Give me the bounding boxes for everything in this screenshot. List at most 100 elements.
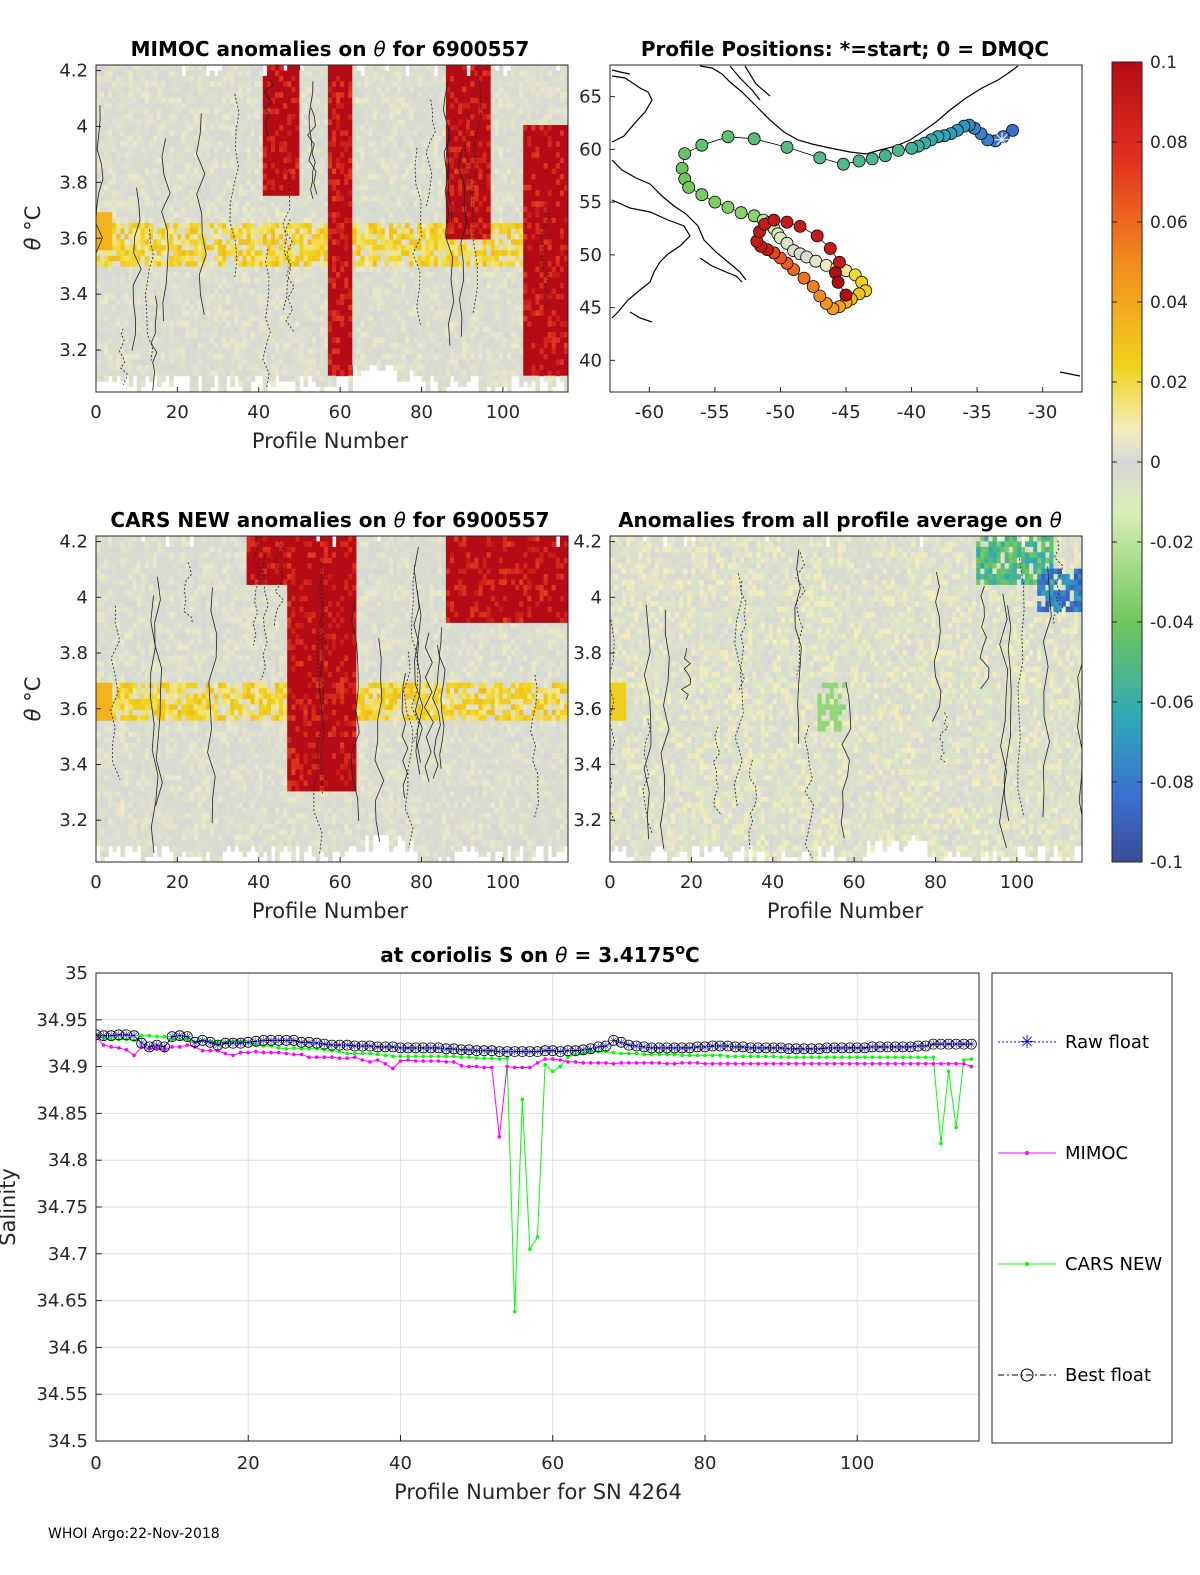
heatmap-cell: [157, 157, 162, 164]
heatmap-cell: [327, 190, 333, 197]
heatmap-cell: [332, 299, 337, 306]
heatmap-cell: [360, 348, 366, 355]
heatmap-cell: [315, 375, 321, 382]
heatmap-cell: [246, 261, 252, 268]
heatmap-cell: [140, 272, 146, 279]
heatmap-cell: [307, 304, 313, 311]
heatmap-cell: [352, 223, 357, 230]
heatmap-cell: [197, 206, 203, 213]
heatmap-cell: [140, 370, 146, 377]
heatmap-cell: [181, 266, 187, 273]
heatmap-cell: [185, 206, 191, 213]
heatmap-cell: [136, 114, 142, 121]
heatmap-cell: [437, 353, 443, 360]
heatmap-cell: [340, 217, 345, 224]
heatmap-cell: [332, 141, 337, 148]
heatmap-cell: [165, 184, 170, 191]
heatmap-cell: [157, 212, 162, 219]
heatmap-cell: [234, 321, 239, 328]
heatmap-cell: [177, 348, 183, 355]
heatmap-cell: [311, 304, 317, 311]
heatmap-cell: [177, 75, 183, 82]
heatmap-cell: [376, 195, 382, 202]
heatmap-cell: [214, 244, 219, 251]
heatmap-cell: [165, 332, 170, 339]
heatmap-cell: [295, 277, 301, 284]
heatmap-cell: [421, 174, 427, 180]
heatmap-cell: [140, 337, 146, 344]
heatmap-cell: [409, 217, 414, 224]
heatmap-cell: [262, 239, 268, 246]
heatmap-cell: [246, 86, 252, 93]
heatmap-cell: [319, 239, 325, 246]
heatmap-cell: [242, 190, 248, 197]
heatmap-cell: [433, 223, 439, 230]
heatmap-cell: [397, 119, 402, 126]
heatmap-cell: [323, 370, 329, 377]
heatmap-cell: [380, 70, 386, 77]
heatmap-cell: [303, 255, 309, 262]
heatmap-cell: [307, 223, 313, 230]
heatmap-cell: [120, 228, 126, 235]
heatmap-cell: [368, 239, 374, 246]
heatmap-cell: [389, 190, 394, 197]
heatmap-cell: [153, 114, 158, 121]
heatmap-cell: [332, 65, 337, 71]
heatmap-cell: [128, 234, 134, 240]
heatmap-cell: [332, 337, 337, 344]
heatmap-cell: [344, 92, 349, 99]
heatmap-cell: [429, 250, 435, 257]
heatmap-cell: [157, 244, 162, 251]
heatmap-cell: [327, 359, 333, 366]
heatmap-cell: [161, 125, 166, 131]
heatmap-cell: [234, 135, 239, 142]
heatmap-cell: [307, 168, 313, 175]
heatmap-cell: [356, 299, 362, 306]
heatmap-cell: [409, 250, 414, 257]
heatmap-cell: [275, 342, 280, 349]
heatmap-cell: [161, 97, 166, 104]
heatmap-cell: [254, 293, 260, 300]
heatmap-cell: [384, 304, 390, 311]
heatmap-cell: [287, 364, 292, 371]
heatmap-cell: [161, 174, 166, 180]
heatmap-cell: [177, 97, 183, 104]
heatmap-cell: [96, 326, 101, 333]
heatmap-cell: [222, 364, 227, 371]
heatmap-cell: [124, 152, 130, 159]
heatmap-cell: [209, 184, 215, 191]
heatmap-cell: [116, 304, 121, 311]
heatmap-cell: [161, 244, 166, 251]
heatmap-cell: [230, 359, 235, 366]
heatmap-cell: [177, 108, 183, 115]
heatmap-cell: [380, 103, 386, 110]
heatmap-cell: [112, 184, 117, 191]
heatmap-cell: [209, 163, 215, 170]
heatmap-cell: [173, 108, 178, 115]
heatmap-cell: [315, 337, 321, 344]
heatmap-cell: [218, 266, 223, 273]
heatmap-cell: [291, 135, 296, 142]
heatmap-cell: [437, 326, 443, 333]
heatmap-cell: [413, 239, 419, 246]
heatmap-cell: [120, 266, 126, 273]
heatmap-cell: [104, 293, 109, 300]
heatmap-cell: [124, 348, 130, 355]
heatmap-cell: [266, 250, 272, 257]
heatmap-cell: [169, 75, 174, 82]
heatmap-cell: [340, 174, 345, 180]
heatmap-cell: [209, 228, 215, 235]
heatmap-cell: [262, 168, 268, 175]
heatmap-cell: [307, 75, 313, 82]
heatmap-cell: [193, 152, 199, 159]
heatmap-cell: [279, 370, 284, 377]
heatmap-cell: [409, 146, 414, 153]
heatmap-cell: [409, 206, 414, 213]
heatmap-cell: [108, 146, 113, 153]
heatmap-cell: [185, 168, 191, 175]
heatmap-cell: [214, 277, 219, 284]
heatmap-cell: [336, 239, 341, 246]
heatmap-cell: [140, 326, 146, 333]
heatmap-cell: [258, 75, 264, 82]
heatmap-cell: [116, 266, 121, 273]
